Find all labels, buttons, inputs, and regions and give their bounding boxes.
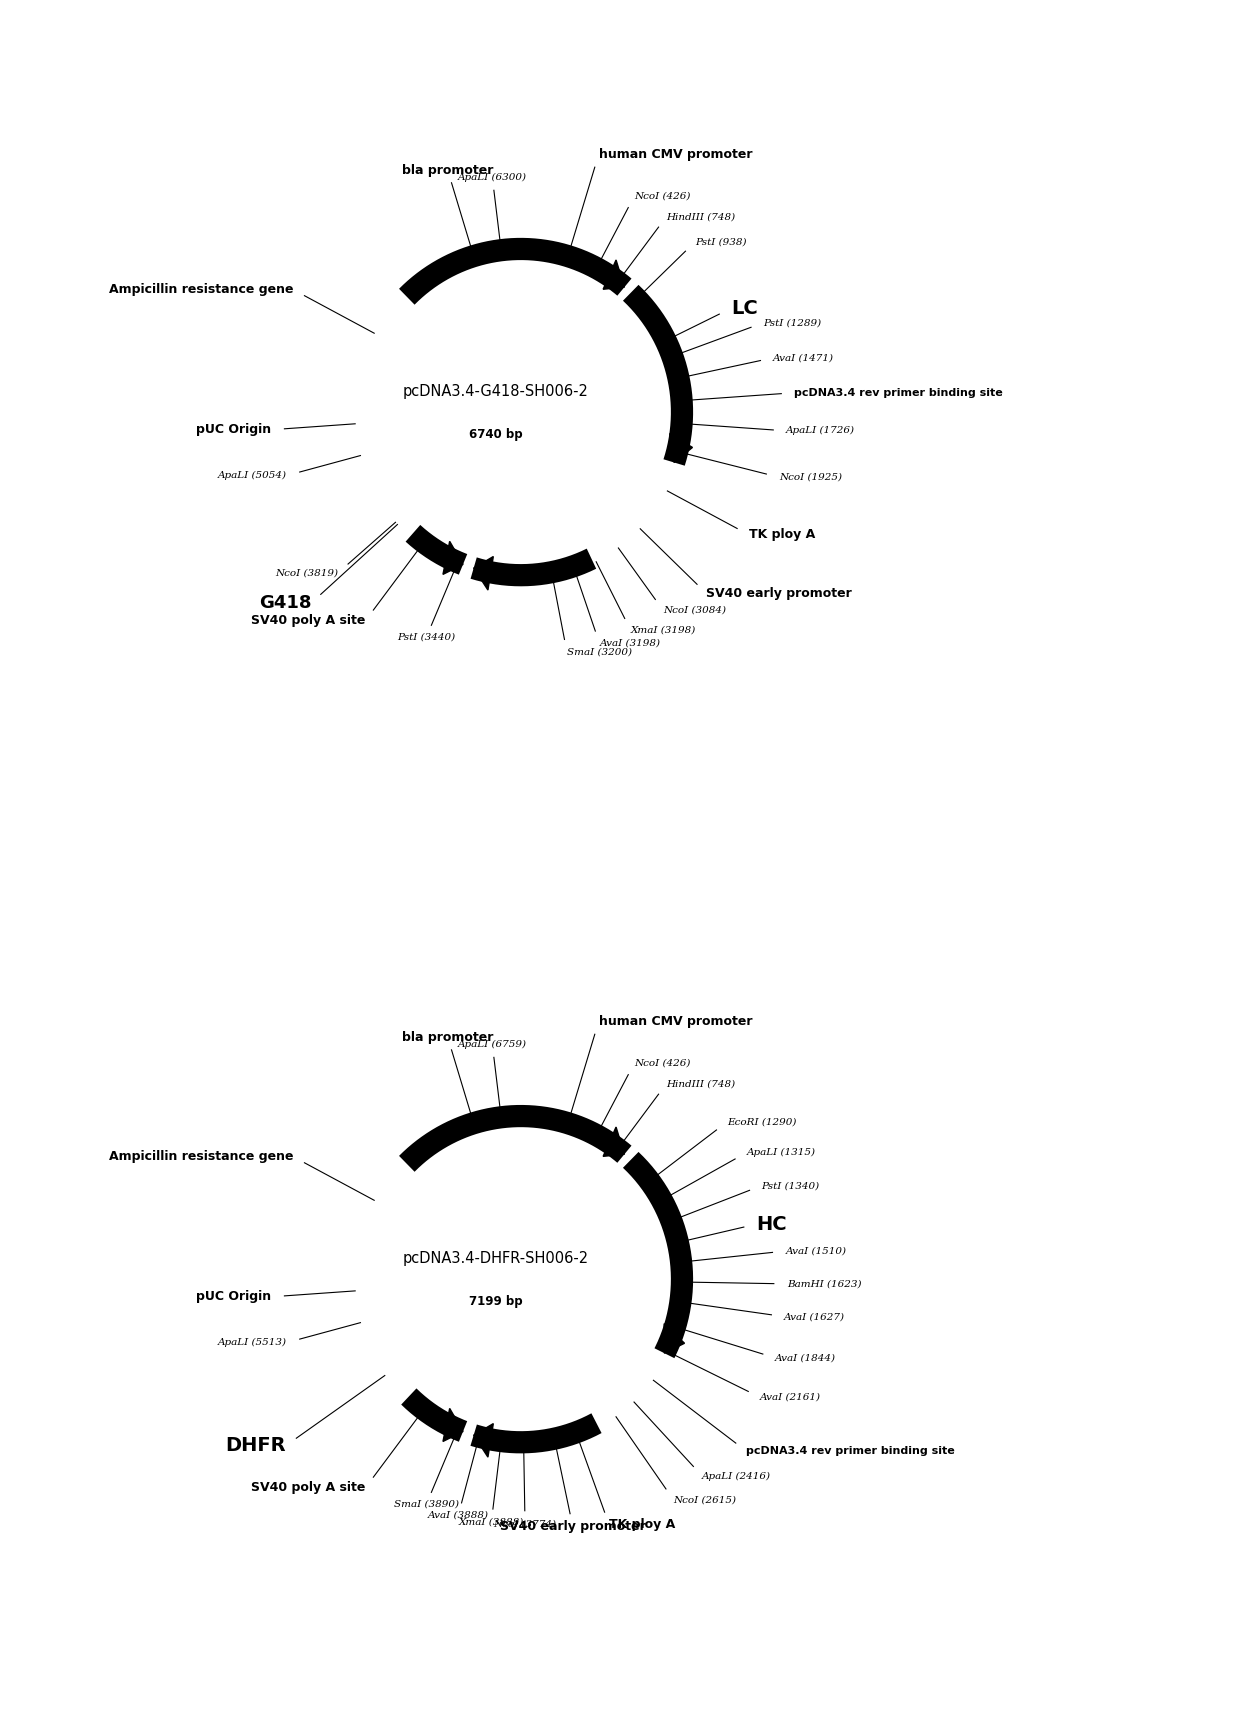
Text: NcoI (1925): NcoI (1925) — [779, 472, 842, 482]
Polygon shape — [603, 259, 625, 288]
Text: Ampicillin resistance gene: Ampicillin resistance gene — [109, 283, 293, 295]
Polygon shape — [443, 1408, 463, 1442]
Text: G418: G418 — [259, 594, 311, 611]
Text: pcDNA3.4-DHFR-SH006-2: pcDNA3.4-DHFR-SH006-2 — [403, 1252, 589, 1265]
Text: 6740 bp: 6740 bp — [469, 428, 523, 441]
Text: PstI (1289): PstI (1289) — [763, 318, 821, 328]
Text: ApaLI (5054): ApaLI (5054) — [218, 470, 288, 481]
Text: pcDNA3.4 rev primer binding site: pcDNA3.4 rev primer binding site — [746, 1446, 955, 1456]
Text: BamHI (1623): BamHI (1623) — [786, 1279, 862, 1288]
Text: AvaI (1844): AvaI (1844) — [775, 1353, 836, 1362]
Text: DHFR: DHFR — [226, 1435, 285, 1456]
Text: LC: LC — [730, 299, 758, 318]
Text: NcoI (3774): NcoI (3774) — [494, 1520, 557, 1528]
Text: AvaI (2161): AvaI (2161) — [760, 1392, 821, 1401]
Text: Ampicillin resistance gene: Ampicillin resistance gene — [109, 1150, 293, 1162]
Text: human CMV promoter: human CMV promoter — [599, 148, 753, 161]
Text: SV40 early promoter: SV40 early promoter — [707, 587, 852, 599]
Text: NcoI (2615): NcoI (2615) — [673, 1496, 737, 1504]
Text: HindIII (748): HindIII (748) — [666, 213, 735, 221]
Text: NcoI (426): NcoI (426) — [635, 192, 691, 201]
Text: pcDNA3.4 rev primer binding site: pcDNA3.4 rev primer binding site — [794, 388, 1003, 398]
Text: SmaI (3890): SmaI (3890) — [394, 1501, 459, 1509]
Polygon shape — [443, 541, 463, 575]
Text: NcoI (3819): NcoI (3819) — [275, 568, 339, 577]
Text: AvaI (1471): AvaI (1471) — [773, 354, 835, 362]
Text: AvaI (3198): AvaI (3198) — [599, 639, 661, 647]
Text: PstI (3440): PstI (3440) — [397, 634, 455, 642]
Text: EcoRI (1290): EcoRI (1290) — [727, 1118, 796, 1126]
Text: pcDNA3.4-G418-SH006-2: pcDNA3.4-G418-SH006-2 — [403, 385, 589, 398]
Text: AvaI (1627): AvaI (1627) — [784, 1312, 846, 1320]
Text: TK ploy A: TK ploy A — [749, 529, 815, 541]
Text: pUC Origin: pUC Origin — [196, 1289, 272, 1303]
Text: ApaLI (2416): ApaLI (2416) — [702, 1471, 771, 1480]
Text: AvaI (1510): AvaI (1510) — [785, 1247, 847, 1255]
Text: TK ploy A: TK ploy A — [609, 1518, 676, 1532]
Text: 7199 bp: 7199 bp — [469, 1295, 523, 1308]
Text: pUC Origin: pUC Origin — [196, 422, 272, 436]
Text: bla promoter: bla promoter — [402, 163, 494, 177]
Text: HindIII (748): HindIII (748) — [666, 1080, 735, 1089]
Text: NcoI (3084): NcoI (3084) — [663, 606, 725, 615]
Text: XmaI (3198): XmaI (3198) — [631, 625, 696, 635]
Text: PstI (1340): PstI (1340) — [761, 1181, 820, 1190]
Text: PstI (938): PstI (938) — [694, 237, 746, 247]
Text: SV40 poly A site: SV40 poly A site — [252, 615, 366, 627]
Text: ApaLI (6300): ApaLI (6300) — [458, 173, 527, 182]
Text: ApaLI (1726): ApaLI (1726) — [786, 426, 856, 436]
Polygon shape — [670, 434, 692, 462]
Text: XmaI (3888): XmaI (3888) — [459, 1518, 525, 1526]
Polygon shape — [665, 1324, 684, 1353]
Text: ApaLI (1315): ApaLI (1315) — [746, 1149, 816, 1157]
Text: HC: HC — [756, 1214, 787, 1233]
Text: SV40 poly A site: SV40 poly A site — [252, 1482, 366, 1494]
Text: SV40 early promoter: SV40 early promoter — [500, 1520, 646, 1533]
Polygon shape — [474, 556, 494, 591]
Text: bla promoter: bla promoter — [402, 1030, 494, 1044]
Text: human CMV promoter: human CMV promoter — [599, 1015, 753, 1028]
Text: SmaI (3200): SmaI (3200) — [567, 647, 632, 658]
Polygon shape — [603, 1126, 625, 1156]
Text: ApaLI (5513): ApaLI (5513) — [218, 1338, 288, 1348]
Polygon shape — [474, 1423, 494, 1458]
Text: NcoI (426): NcoI (426) — [635, 1059, 691, 1068]
Text: ApaLI (6759): ApaLI (6759) — [458, 1041, 527, 1049]
Text: AvaI (3888): AvaI (3888) — [428, 1511, 489, 1520]
